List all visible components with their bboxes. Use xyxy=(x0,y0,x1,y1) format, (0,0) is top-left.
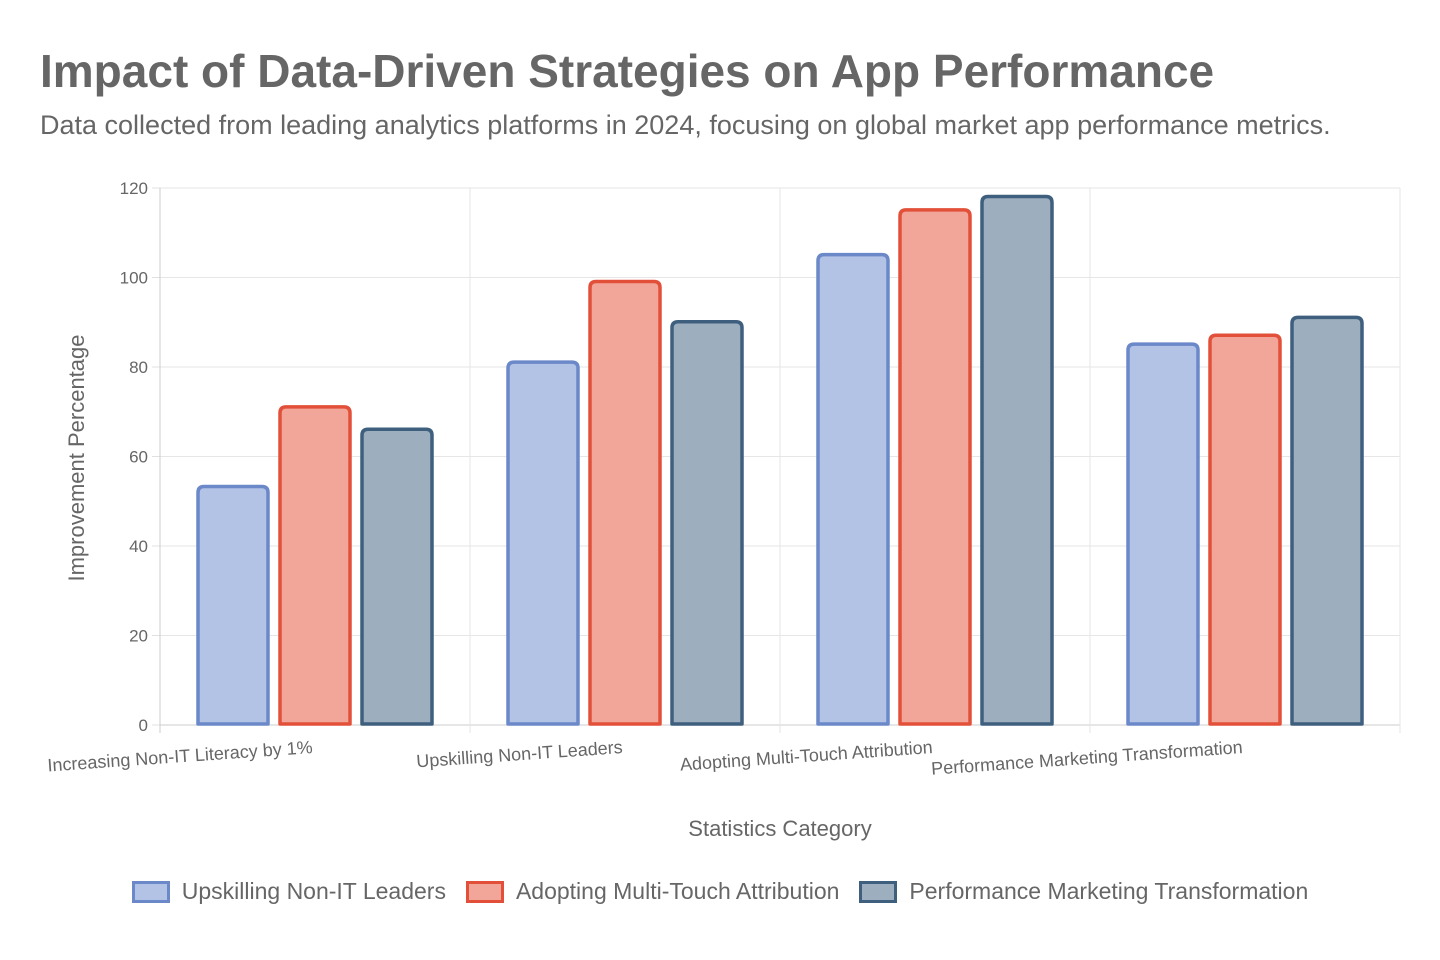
y-tick-label: 40 xyxy=(129,537,148,556)
x-category-label: Performance Marketing Transformation xyxy=(931,737,1244,779)
y-tick-label: 120 xyxy=(120,179,148,198)
legend-item-2[interactable]: Performance Marketing Transformation xyxy=(859,878,1308,905)
bar-2-0[interactable] xyxy=(816,252,890,726)
bar-2-2[interactable] xyxy=(980,194,1054,726)
bar-0-0[interactable] xyxy=(196,484,270,726)
x-category-label: Upskilling Non-IT Leaders xyxy=(416,737,624,771)
bar-3-1[interactable] xyxy=(1208,333,1282,726)
x-category-label: Adopting Multi-Touch Attribution xyxy=(679,737,933,775)
y-tick-label: 0 xyxy=(139,716,148,735)
bar-1-1[interactable] xyxy=(588,279,662,726)
legend-swatch xyxy=(859,880,898,903)
bar-3-2[interactable] xyxy=(1290,315,1364,726)
y-tick-label: 80 xyxy=(129,358,148,377)
x-axis-title: Statistics Category xyxy=(688,816,871,841)
legend-item-0[interactable]: Upskilling Non-IT Leaders xyxy=(131,878,446,905)
legend-item-1[interactable]: Adopting Multi-Touch Attribution xyxy=(465,878,840,905)
bar-1-0[interactable] xyxy=(506,360,580,726)
y-tick-label: 20 xyxy=(129,627,148,646)
bar-3-0[interactable] xyxy=(1126,342,1200,726)
chart-title: Impact of Data-Driven Strategies on App … xyxy=(40,45,1215,97)
bars-layer xyxy=(196,194,1364,726)
bar-1-2[interactable] xyxy=(670,320,744,726)
legend-label: Upskilling Non-IT Leaders xyxy=(181,878,446,904)
y-tick-label: 60 xyxy=(129,448,148,467)
legend-swatch xyxy=(131,880,170,903)
bar-2-1[interactable] xyxy=(898,208,972,726)
legend: Upskilling Non-IT Leaders Adopting Multi-… xyxy=(0,878,1440,905)
legend-label: Performance Marketing Transformation xyxy=(909,878,1309,904)
bar-0-1[interactable] xyxy=(278,405,352,726)
chart-subtitle: Data collected from leading analytics pl… xyxy=(40,110,1331,140)
legend-swatch xyxy=(465,880,504,903)
bar-0-2[interactable] xyxy=(360,427,434,726)
y-tick-label: 100 xyxy=(120,269,148,288)
x-category-label: Increasing Non-IT Literacy by 1% xyxy=(47,737,314,775)
legend-label: Adopting Multi-Touch Attribution xyxy=(515,878,840,904)
y-axis-title: Improvement Percentage xyxy=(64,334,89,581)
